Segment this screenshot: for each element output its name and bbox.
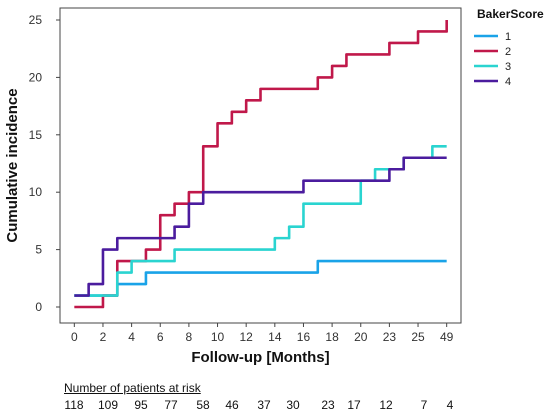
- legend-label-2: 2: [505, 46, 511, 58]
- y-tick-label: 20: [29, 70, 43, 84]
- legend-label-1: 1: [505, 31, 511, 43]
- risk-table-value: 7: [420, 398, 428, 412]
- x-tick-label: 0: [71, 330, 78, 344]
- x-tick-label: 16: [297, 330, 311, 344]
- risk-table-value: 109: [97, 398, 119, 412]
- y-tick-label: 0: [35, 300, 42, 314]
- x-tick-label: 2: [100, 330, 107, 344]
- risk-table-value: 77: [164, 398, 178, 412]
- series-line-1: [74, 259, 447, 297]
- y-tick-label: 15: [29, 128, 43, 142]
- x-axis-title: Follow-up [Months]: [191, 349, 329, 366]
- risk-table-value: 58: [196, 398, 210, 412]
- x-tick-label: 12: [239, 330, 253, 344]
- risk-table-value: 30: [286, 398, 300, 412]
- y-axis-title: Cumulative incidence: [4, 88, 21, 242]
- x-tick-label: 18: [325, 330, 339, 344]
- x-tick-label: 25: [411, 330, 425, 344]
- y-tick-label: 10: [29, 185, 43, 199]
- legend-label-3: 3: [505, 61, 511, 73]
- x-tick-label: 23: [383, 330, 397, 344]
- y-tick-label: 5: [35, 243, 42, 257]
- x-tick-label: 4: [128, 330, 135, 344]
- risk-table-value: 12: [379, 398, 393, 412]
- y-tick-label: 25: [29, 13, 43, 27]
- risk-table-value: 23: [321, 398, 335, 412]
- x-tick-label: 14: [268, 330, 282, 344]
- x-tick-label: 8: [186, 330, 193, 344]
- risk-table-value: 95: [134, 398, 148, 412]
- legend-label-4: 4: [505, 76, 511, 88]
- risk-table-value: 17: [347, 398, 361, 412]
- risk-table-value: 118: [64, 398, 84, 412]
- x-tick-label: 20: [354, 330, 368, 344]
- plot-frame: [59, 7, 462, 324]
- legend-title: BakerScore: [477, 7, 544, 21]
- x-tick-label: 6: [157, 330, 164, 344]
- series-line-4: [74, 156, 447, 297]
- risk-table-value: 46: [225, 398, 239, 412]
- risk-table-value: 37: [257, 398, 271, 412]
- x-tick-label: 10: [211, 330, 225, 344]
- risk-table-value: 4: [446, 398, 454, 412]
- risk-table-title: Number of patients at risk: [64, 381, 201, 395]
- series-line-2: [74, 20, 448, 309]
- x-tick-label: 49: [440, 330, 454, 344]
